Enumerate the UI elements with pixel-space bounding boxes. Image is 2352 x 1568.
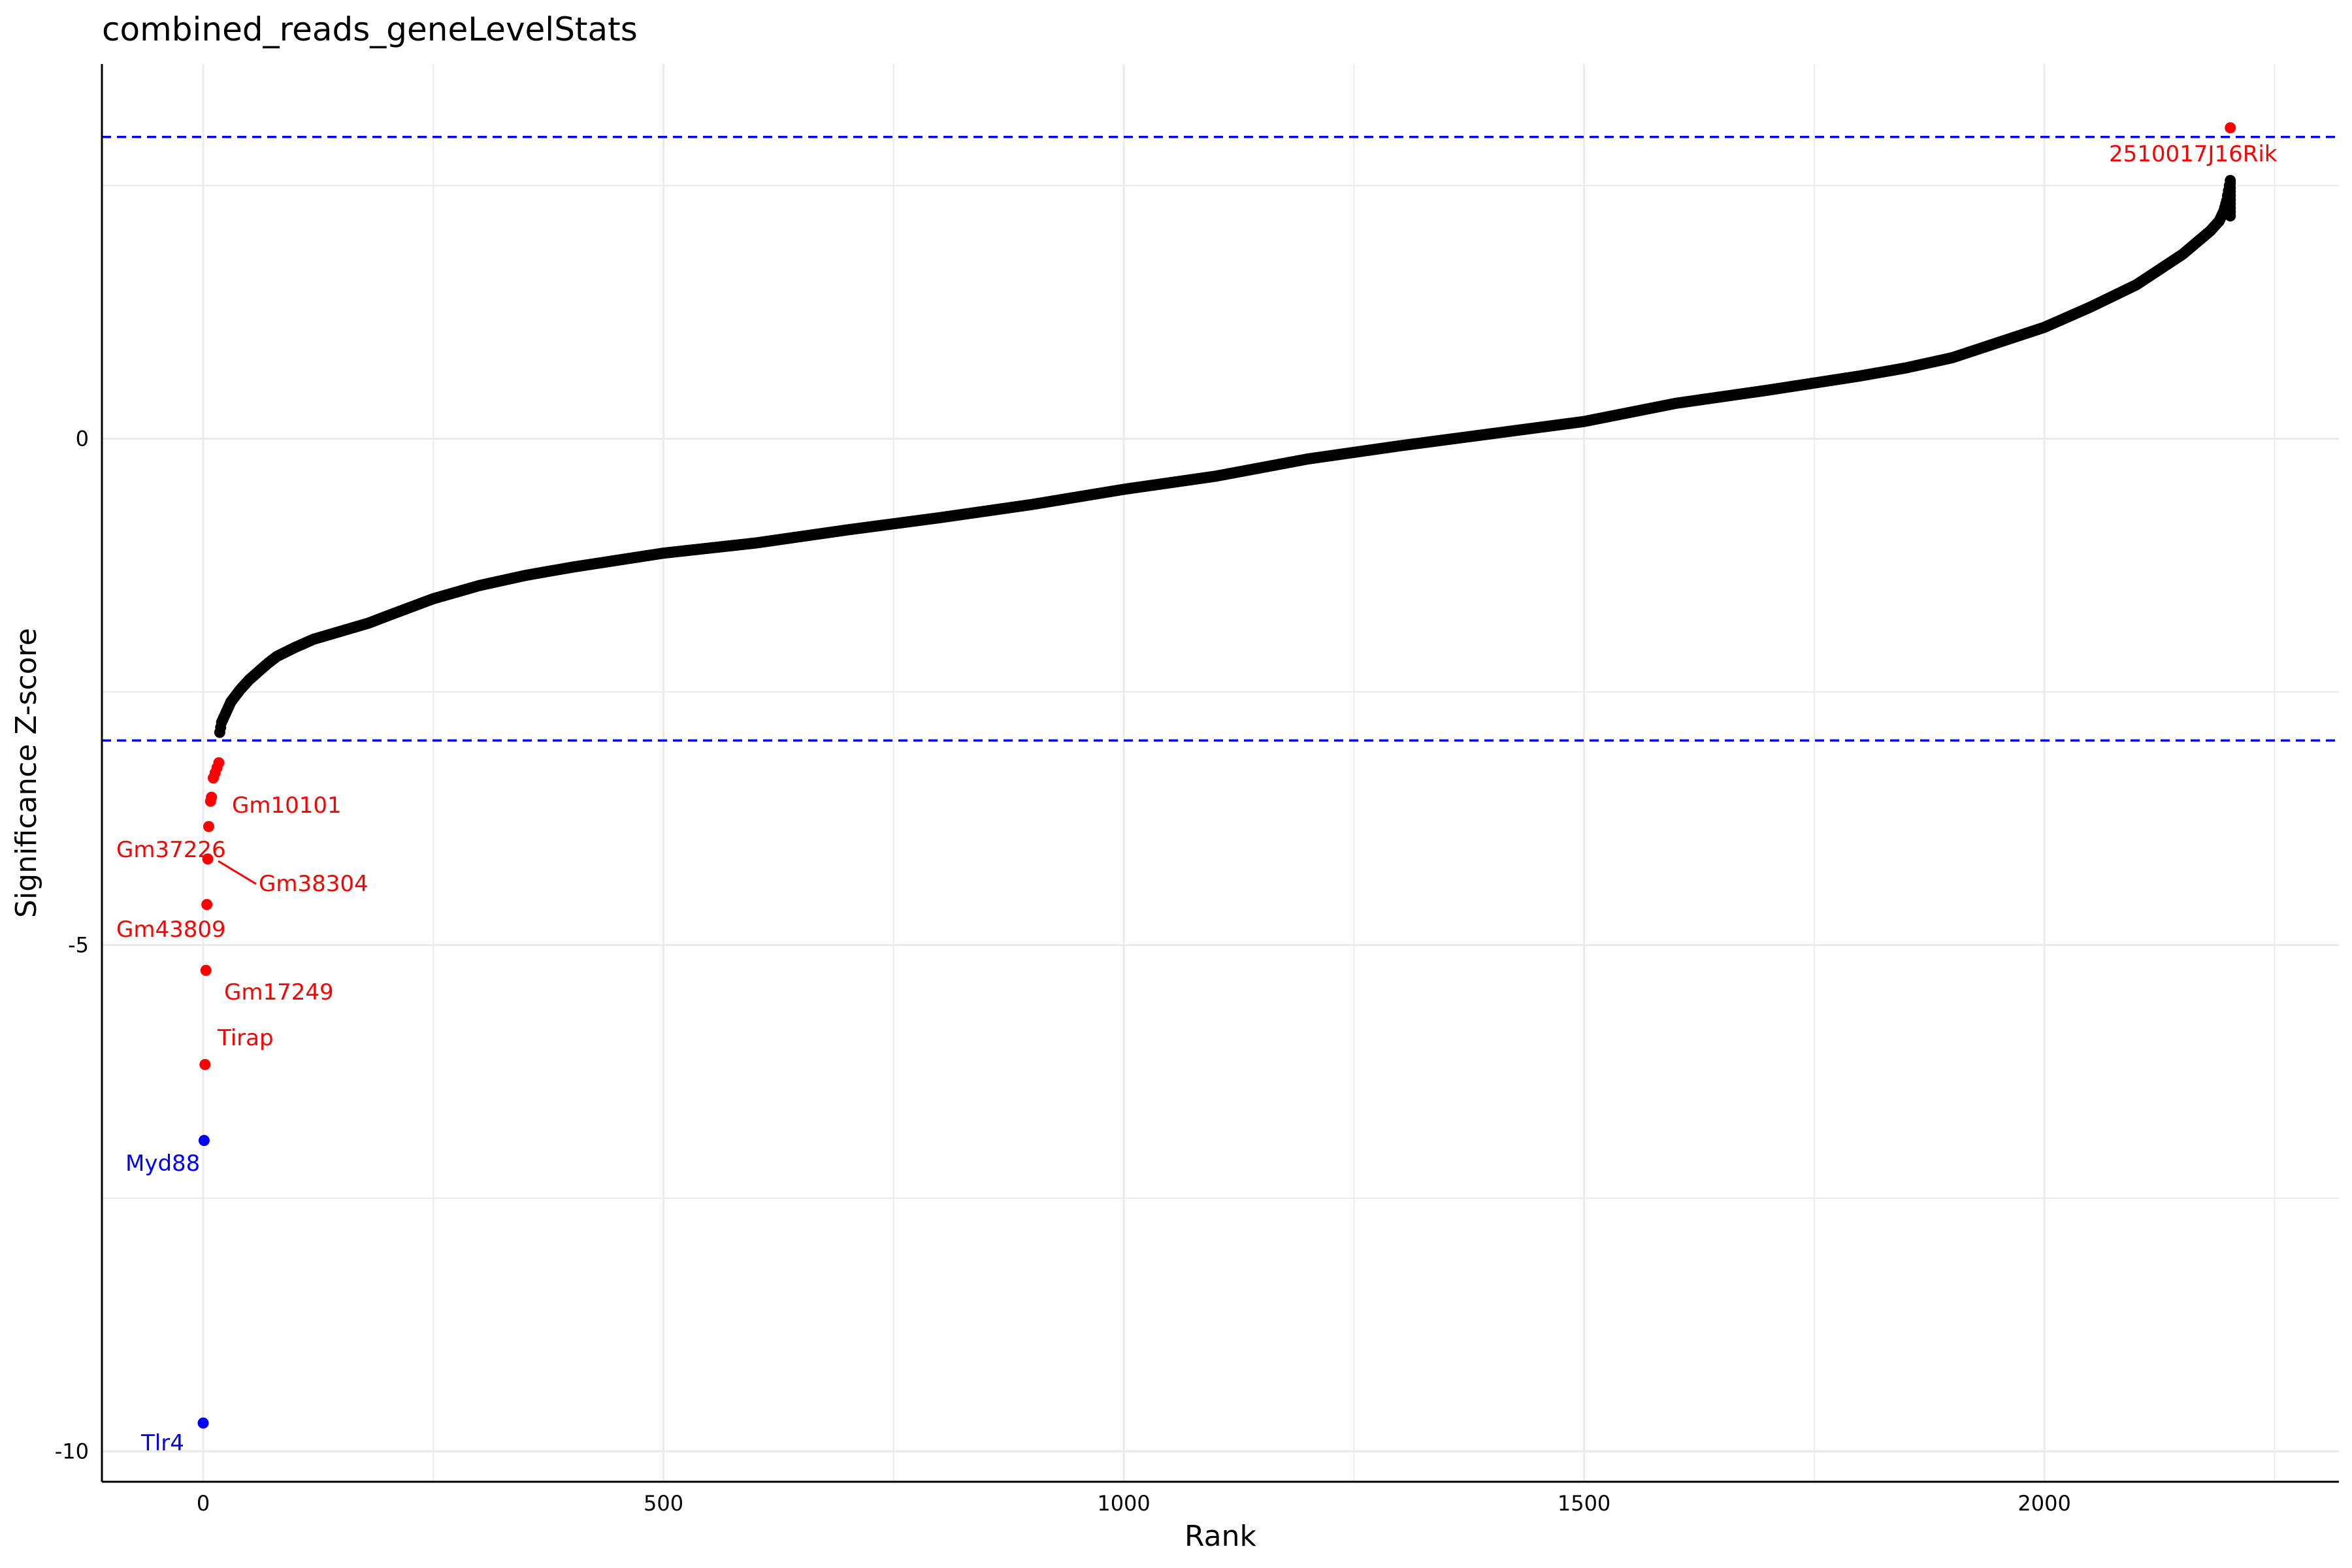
x-axis-title: Rank bbox=[1184, 1520, 1256, 1553]
significant-gene-point bbox=[201, 899, 213, 910]
x-tick-label: 1000 bbox=[1097, 1491, 1150, 1516]
gene-label: Gm17249 bbox=[224, 979, 334, 1005]
x-tick-label: 500 bbox=[644, 1491, 683, 1516]
x-tick-label: 1500 bbox=[1558, 1491, 1610, 1516]
significant-gene-point bbox=[204, 795, 216, 807]
gene-label: Gm38304 bbox=[259, 871, 368, 897]
grid bbox=[102, 64, 2339, 1482]
significant-gene-point bbox=[202, 853, 214, 865]
gene-label: Gm43809 bbox=[116, 917, 226, 943]
y-tick-label: 0 bbox=[76, 427, 89, 451]
gene-label: Gm10101 bbox=[232, 792, 342, 819]
x-tick-label: 2000 bbox=[2017, 1491, 2070, 1516]
y-tick-label: -10 bbox=[55, 1439, 89, 1464]
y-tick-labels: 0 -5 -10 bbox=[55, 427, 89, 1464]
significant-gene-point bbox=[197, 1417, 209, 1429]
gene-label: 2510017J16Rik bbox=[2109, 141, 2278, 167]
significant-gene-point bbox=[207, 772, 219, 784]
x-tick-label: 0 bbox=[197, 1491, 210, 1516]
label-leader-line bbox=[218, 860, 257, 885]
x-tick-labels: 0 500 1000 1500 2000 bbox=[197, 1491, 2071, 1516]
y-tick-label: -5 bbox=[68, 933, 89, 958]
threshold-lines bbox=[102, 135, 2339, 742]
chart-title: combined_reads_geneLevelStats bbox=[102, 10, 638, 48]
gene-label: Gm37226 bbox=[116, 837, 226, 863]
significant-gene-point bbox=[203, 821, 214, 832]
significant-gene-point bbox=[198, 1135, 210, 1147]
significant-gene-point bbox=[199, 1058, 211, 1070]
gene-label: Tirap bbox=[217, 1025, 274, 1051]
significant-gene-point bbox=[200, 964, 212, 976]
highlighted-gene-points bbox=[197, 122, 2236, 1429]
gene-point bbox=[2225, 178, 2236, 189]
significant-gene-point bbox=[2225, 122, 2236, 134]
y-axis-title: Significance Z-score bbox=[10, 628, 43, 918]
ranked-gene-points bbox=[214, 174, 2236, 738]
gene-label: Tlr4 bbox=[140, 1430, 184, 1456]
gene-label: Myd88 bbox=[125, 1151, 200, 1177]
